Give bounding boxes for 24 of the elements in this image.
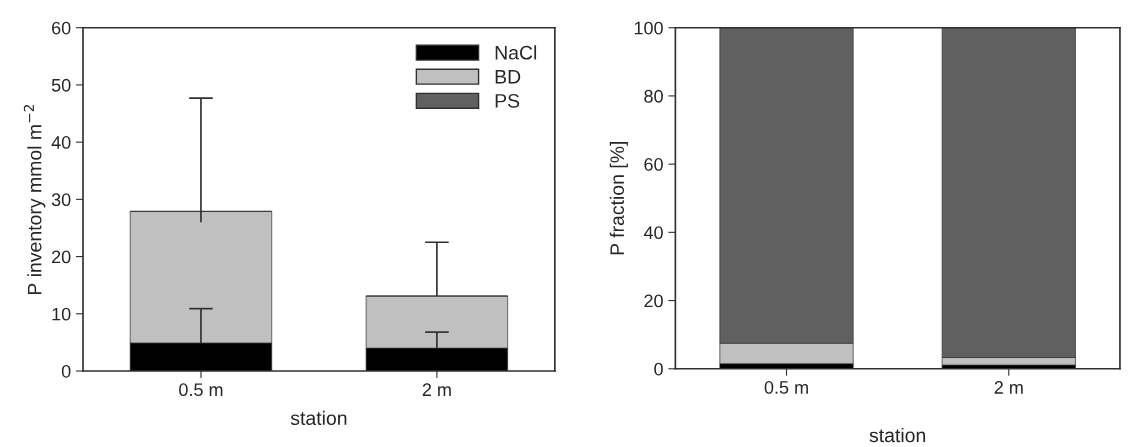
y-tick-label: 0 (61, 364, 71, 378)
y-tick-label: 50 (51, 78, 71, 92)
y-tick-label: 30 (51, 193, 71, 207)
x-tick-label: 2 m (422, 383, 451, 396)
y-tick-label: 60 (644, 158, 663, 171)
y-tick-label: 80 (644, 89, 663, 103)
y-tick-label: 100 (634, 21, 663, 35)
y-tick-label: 0 (654, 362, 663, 376)
y-tick-label: 60 (52, 21, 71, 35)
x-tick-label: 2 m (994, 381, 1023, 394)
legend-label: PS (495, 93, 520, 108)
legend-label: NaCl (495, 45, 537, 60)
x-tick-label: 0.5 m (179, 383, 223, 397)
legend-label: BD (495, 70, 521, 84)
x-axis-title: station (290, 410, 347, 426)
y-tick-label: 40 (643, 226, 663, 240)
y-tick-label: 40 (51, 136, 71, 149)
y-axis-title: P inventory mmol m$^{−2}$ (23, 105, 46, 295)
x-axis-title: station (869, 427, 926, 443)
y-tick-label: 10 (52, 307, 71, 321)
x-tick-label: 0.5 m (764, 381, 808, 394)
y-axis-title: P fraction [%] (609, 141, 628, 255)
y-tick-label: 20 (644, 294, 663, 308)
y-tick-label: 20 (52, 250, 71, 264)
